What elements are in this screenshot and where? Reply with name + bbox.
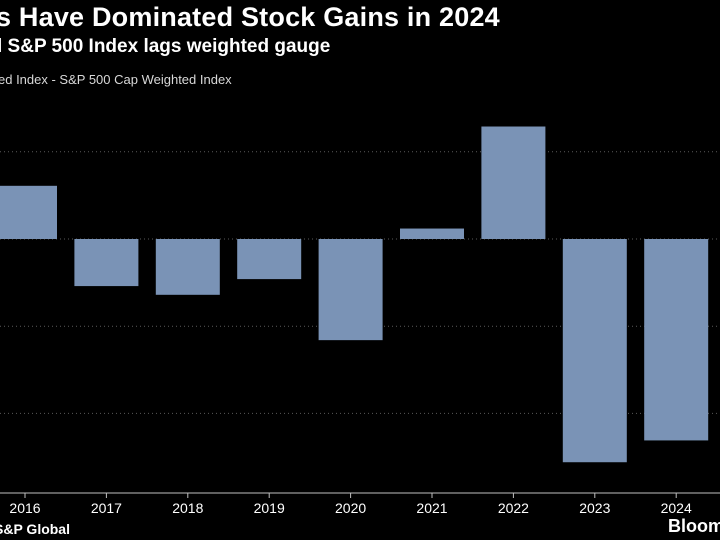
bar-2023 (562, 239, 627, 463)
chart-title: s Have Dominated Stock Gains in 2024 (0, 2, 500, 32)
legend-label: ed Index - S&P 500 Cap Weighted Index (0, 72, 232, 87)
x-tick-label: 2021 (416, 500, 447, 516)
bar-2018 (155, 239, 220, 295)
brand-logo: Bloom (668, 516, 720, 536)
x-tick-label: 2023 (579, 500, 610, 516)
x-tick-label: 2017 (91, 500, 122, 516)
bar-2024 (644, 239, 709, 441)
source-note: S&P Global (0, 521, 70, 537)
x-tick-label: 2018 (172, 500, 203, 516)
x-tick-label: 2022 (498, 500, 529, 516)
x-tick-label: 2019 (254, 500, 285, 516)
bar-2021 (400, 228, 464, 239)
chart-subtitle: l S&P 500 Index lags weighted gauge (0, 36, 331, 57)
bar-2019 (237, 239, 302, 280)
x-tick-label: 2016 (9, 500, 40, 516)
bar-2016 (0, 185, 57, 239)
x-tick-label: 2020 (335, 500, 366, 516)
bar-2020 (318, 239, 383, 341)
bar-2022 (481, 126, 546, 239)
x-tick-label: 2024 (661, 500, 692, 516)
bar-2017 (74, 239, 139, 287)
